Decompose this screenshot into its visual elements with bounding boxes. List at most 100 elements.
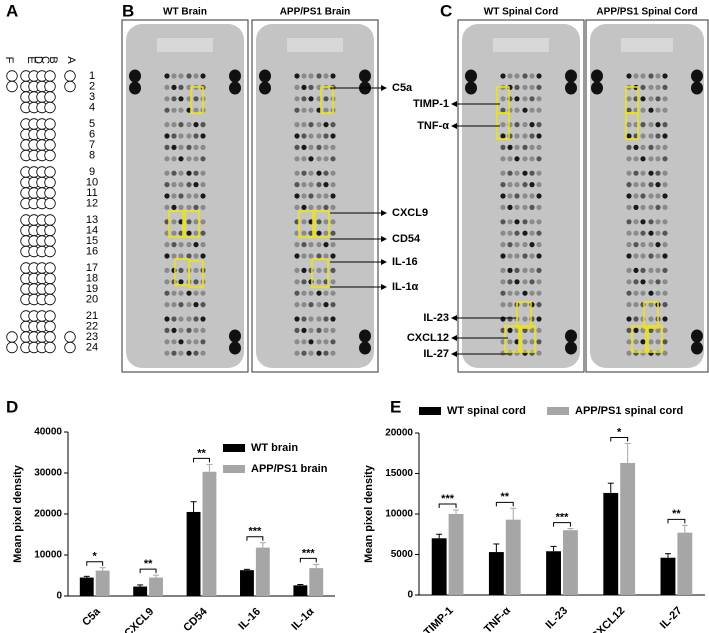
blot-spot [536, 122, 542, 128]
reference-spot [229, 69, 241, 83]
blot-spot [626, 279, 632, 285]
row-label: 12 [86, 197, 98, 209]
blot-spot [301, 133, 307, 139]
blot-spot [626, 302, 632, 308]
highlight-box [314, 210, 330, 238]
legend-swatch [223, 444, 245, 452]
blot-spot [662, 302, 668, 308]
blot-spot [323, 242, 329, 248]
blot-spot [662, 73, 668, 79]
blot-spot [500, 316, 506, 322]
highlight-box [168, 210, 184, 238]
blot-spot [655, 144, 661, 150]
blot-spot [640, 84, 646, 90]
blot-spot [626, 267, 632, 273]
bar [546, 551, 561, 595]
blot-spot [178, 327, 184, 333]
legend-label: APP/PS1 spinal cord [575, 405, 683, 417]
blot-spot [294, 327, 300, 333]
blot-spot [655, 84, 661, 90]
significance-bracket [667, 518, 686, 524]
blot-spot [536, 253, 542, 259]
blot-spot [633, 279, 639, 285]
blot-spot [648, 122, 654, 128]
x-tick-label: IL-16 [236, 606, 263, 633]
blot-spot [171, 182, 177, 188]
blot-spot [648, 339, 654, 345]
blot-spot [500, 96, 506, 102]
blot-spot [633, 267, 639, 273]
blot-spot [171, 339, 177, 345]
significance-label: * [93, 551, 98, 563]
blot-spot [171, 316, 177, 322]
legend-label: WT brain [251, 442, 298, 454]
column-label: E [25, 56, 37, 63]
reference-spot [565, 341, 577, 355]
blot-spot [308, 107, 314, 113]
blot-spot [323, 230, 329, 236]
blot-spot [633, 253, 639, 259]
x-tick-label: CXCL9 [122, 606, 156, 633]
blot-spot [178, 96, 184, 102]
blot-spot [164, 107, 170, 113]
blot-spot [640, 107, 646, 113]
bar [603, 492, 619, 595]
blot-spot [640, 156, 646, 162]
blot-spot [301, 219, 307, 225]
column-label: A [65, 56, 77, 64]
blot-spot [308, 267, 314, 273]
blot-spot [171, 253, 177, 259]
blot-spot [171, 170, 177, 176]
blot-spot [294, 242, 300, 248]
blot-spot [171, 107, 177, 113]
blot-spot [507, 253, 513, 259]
blot-spot [316, 122, 322, 128]
blot-spot [514, 219, 520, 225]
highlight-box [520, 325, 536, 353]
blot-spot [522, 339, 528, 345]
blot-spot [529, 219, 535, 225]
bar [309, 568, 324, 596]
blot-spot [655, 253, 661, 259]
blot-spot [323, 350, 329, 356]
blot-spot [626, 350, 632, 356]
blot-spot [308, 204, 314, 210]
blot-spot [640, 253, 646, 259]
blot-spot [200, 339, 206, 345]
row-label: 24 [86, 341, 98, 353]
blot-spot [514, 144, 520, 150]
blot-spot [164, 267, 170, 273]
blot-spot [514, 230, 520, 236]
blot-spot [186, 133, 192, 139]
array-spot [6, 331, 18, 343]
blot-spot [640, 302, 646, 308]
blot-spot [294, 350, 300, 356]
blot-spot [301, 122, 307, 128]
blot-spot [529, 279, 535, 285]
blot-spot [316, 133, 322, 139]
blot-spot [178, 253, 184, 259]
blot-spot [626, 242, 632, 248]
reference-spot [359, 341, 371, 355]
blot-spot [640, 279, 646, 285]
bar [255, 547, 270, 596]
blot-spot [507, 96, 513, 102]
blot-spot [186, 193, 192, 199]
blot-spot [171, 193, 177, 199]
blot-spot [648, 133, 654, 139]
error-bar [453, 509, 460, 514]
blot-spot [536, 73, 542, 79]
blot-spot [186, 253, 192, 259]
blot-spot [301, 279, 307, 285]
blot-spot [500, 302, 506, 308]
significance-bracket [610, 437, 629, 442]
blot-spot [514, 182, 520, 188]
blot-spot [648, 84, 654, 90]
blot-spot [171, 327, 177, 333]
blot-spot [164, 193, 170, 199]
significance-bracket [438, 503, 457, 508]
blot-spot [330, 182, 336, 188]
blot-spot [164, 133, 170, 139]
blot-spot [301, 327, 307, 333]
panel-letter: B [122, 1, 134, 20]
